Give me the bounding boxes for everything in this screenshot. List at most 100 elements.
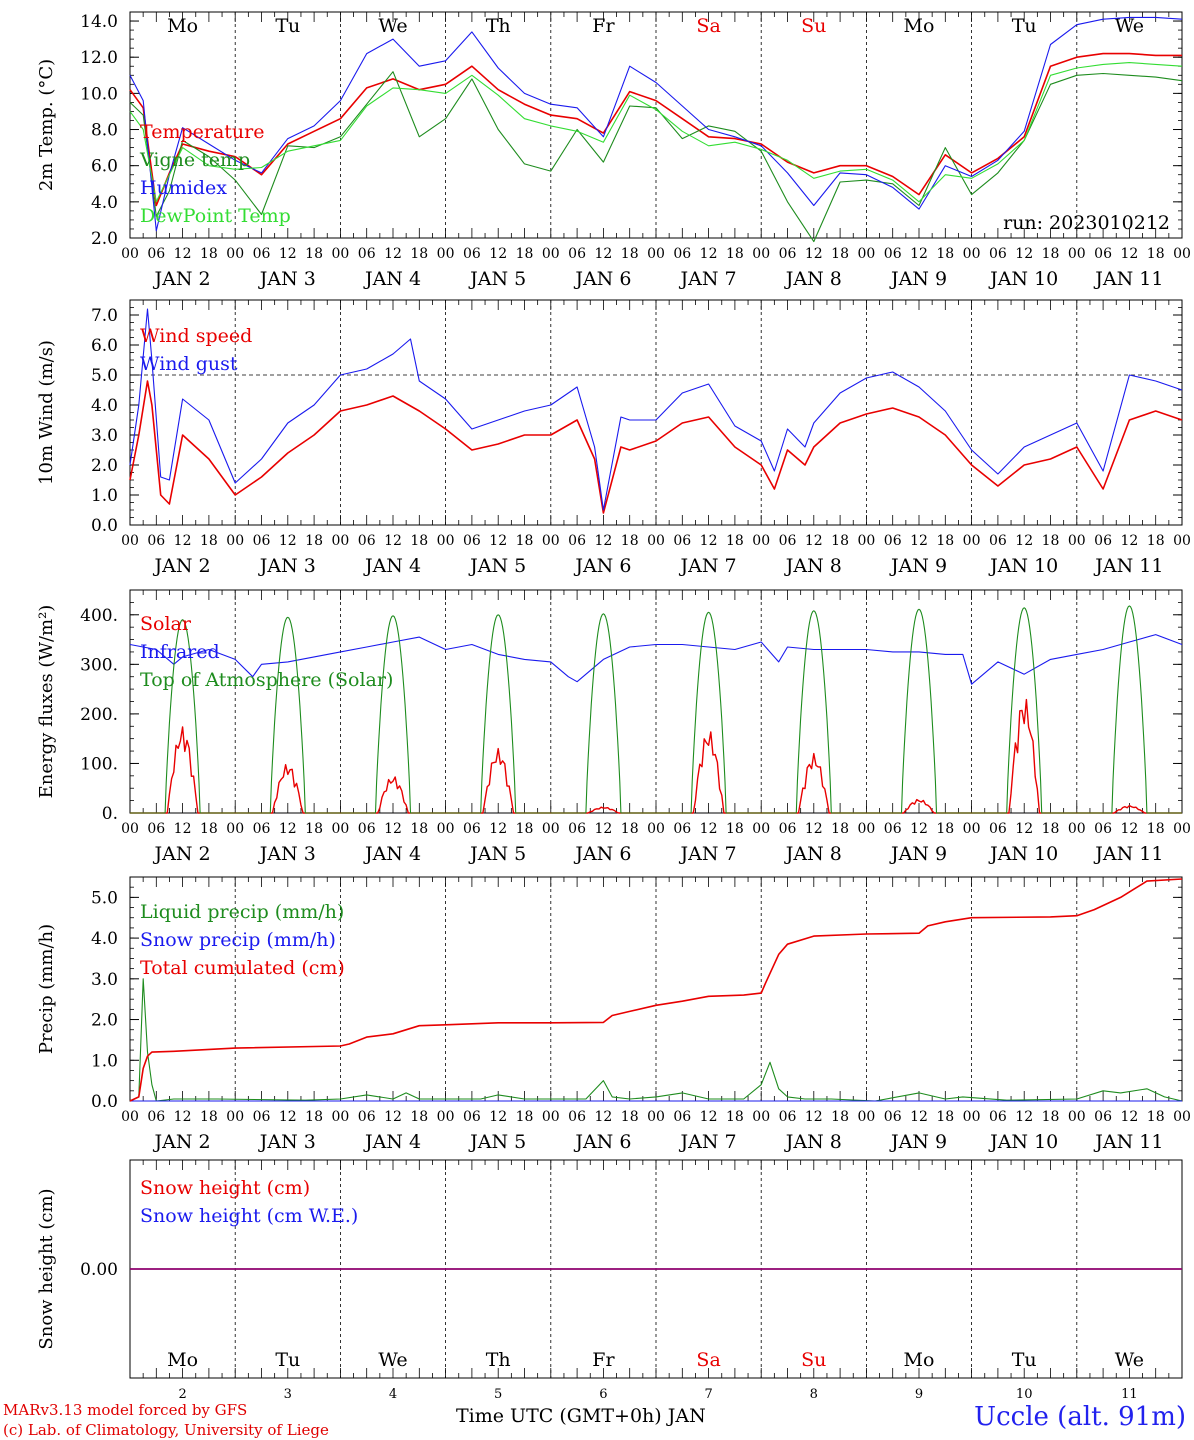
hour-label: 00 [121, 533, 139, 549]
hour-label: 18 [1147, 1109, 1165, 1125]
y-tick-label: 200. [80, 705, 118, 725]
hour-label: 18 [200, 1109, 218, 1125]
chart-panel-3: 0. 100. 200. 300. 400. Energy fluxes (W/m²) 00… [36, 589, 1191, 865]
date-label: JAN 9 [889, 268, 947, 290]
hour-label: 00 [752, 1109, 770, 1125]
series-line [129, 308, 1183, 511]
hour-label: 00 [437, 246, 455, 262]
hour-label: 18 [726, 246, 744, 262]
hour-label: 12 [384, 1109, 402, 1125]
hour-label: 12 [910, 533, 928, 549]
date-label: JAN 8 [784, 1131, 842, 1153]
hour-label: 06 [1094, 533, 1112, 549]
day-number-label: 7 [704, 1387, 712, 1402]
legend-entry: Total cumulated (cm) [140, 957, 345, 979]
hour-label: 12 [1015, 1109, 1033, 1125]
hour-label: 18 [305, 533, 323, 549]
date-label: JAN 9 [889, 1131, 947, 1153]
hour-label: 00 [542, 533, 560, 549]
hour-label: 06 [463, 1109, 481, 1125]
hour-label: 06 [884, 533, 902, 549]
day-name-label: We [378, 1349, 407, 1371]
toa-solar-curve [971, 607, 1077, 814]
hour-label: 12 [174, 533, 192, 549]
chart-panel-5: 0.00 Snow height (cm) Mo Tu We Th Fr Sa Su Mo Tu We… [36, 1159, 1183, 1402]
hour-label: 00 [437, 821, 455, 837]
day-name-label: Fr [592, 15, 615, 37]
hour-label: 18 [936, 533, 954, 549]
hour-label: 00 [752, 533, 770, 549]
hour-label: 06 [779, 821, 797, 837]
hour-label: 00 [437, 533, 455, 549]
hour-label: 00 [121, 821, 139, 837]
day-number-label: 9 [915, 1387, 923, 1402]
chart-panel-4: 0.0 1.0 2.0 3.0 4.0 5.0 Precip (mm/h) 00 06 12 18 0… [36, 876, 1191, 1153]
hour-label: 06 [989, 246, 1007, 262]
date-label: JAN 10 [988, 843, 1058, 865]
day-name-label: Su [801, 1349, 826, 1371]
hour-label: 06 [779, 246, 797, 262]
series-line [129, 16, 1183, 232]
hour-label: 12 [805, 1109, 823, 1125]
date-label: JAN 7 [679, 555, 737, 577]
y-tick-label: 14.0 [80, 12, 118, 32]
date-label: JAN 4 [363, 1131, 421, 1153]
y-tick-label: 0.0 [91, 1092, 118, 1112]
y-tick-label: 5.0 [91, 366, 118, 386]
hour-label: 06 [253, 246, 271, 262]
hour-label: 18 [200, 246, 218, 262]
hour-label: 18 [1042, 821, 1060, 837]
date-label: JAN 7 [679, 268, 737, 290]
y-tick-label: 300. [80, 655, 118, 675]
y-axis-label: Snow height (cm) [36, 1188, 57, 1349]
hour-label: 06 [989, 821, 1007, 837]
hour-label: 06 [989, 533, 1007, 549]
hour-label: 00 [1068, 533, 1086, 549]
hour-label: 18 [410, 1109, 428, 1125]
y-tick-label: 10.0 [80, 84, 118, 104]
legend-entry: Temperature [140, 121, 264, 143]
y-tick-label: 100. [80, 754, 118, 774]
hour-label: 12 [489, 1109, 507, 1125]
hour-label: 18 [936, 821, 954, 837]
hour-label: 06 [147, 821, 165, 837]
hour-label: 06 [568, 1109, 586, 1125]
hour-label: 18 [305, 1109, 323, 1125]
y-tick-label: 2.0 [91, 456, 118, 476]
hour-label: 06 [253, 1109, 271, 1125]
hour-label: 18 [410, 821, 428, 837]
y-tick-label: 2.0 [91, 229, 118, 249]
hour-label: 12 [174, 246, 192, 262]
day-name-label: Tu [1012, 1349, 1037, 1371]
hour-label: 06 [884, 1109, 902, 1125]
hour-label: 18 [726, 1109, 744, 1125]
hour-label: 18 [936, 246, 954, 262]
hour-label: 12 [700, 533, 718, 549]
date-label: JAN 5 [468, 555, 526, 577]
hour-label: 12 [1015, 533, 1033, 549]
legend-entry: Wind speed [140, 325, 252, 347]
hour-label: 12 [1015, 246, 1033, 262]
hour-label: 06 [358, 533, 376, 549]
date-label: JAN 11 [1093, 843, 1163, 865]
hour-label: 18 [516, 821, 534, 837]
hour-label: 12 [279, 821, 297, 837]
date-label: JAN 7 [679, 843, 737, 865]
lab-credit: (c) Lab. of Climatology, University of L… [3, 1421, 329, 1439]
hour-label: 12 [1120, 246, 1138, 262]
hour-label: 18 [621, 1109, 639, 1125]
hour-label: 00 [226, 533, 244, 549]
hour-label: 12 [489, 246, 507, 262]
y-axis-label: Energy fluxes (W/m²) [36, 605, 57, 799]
hour-label: 00 [331, 246, 349, 262]
y-tick-label: 0. [102, 804, 118, 824]
hour-label: 06 [147, 533, 165, 549]
hour-label: 00 [226, 1109, 244, 1125]
hour-label: 12 [594, 533, 612, 549]
hour-label: 00 [647, 821, 665, 837]
hour-label: 06 [358, 246, 376, 262]
series-line [129, 71, 1183, 243]
toa-solar-curve [340, 615, 446, 814]
hour-label: 00 [1173, 246, 1191, 262]
hour-label: 12 [700, 821, 718, 837]
